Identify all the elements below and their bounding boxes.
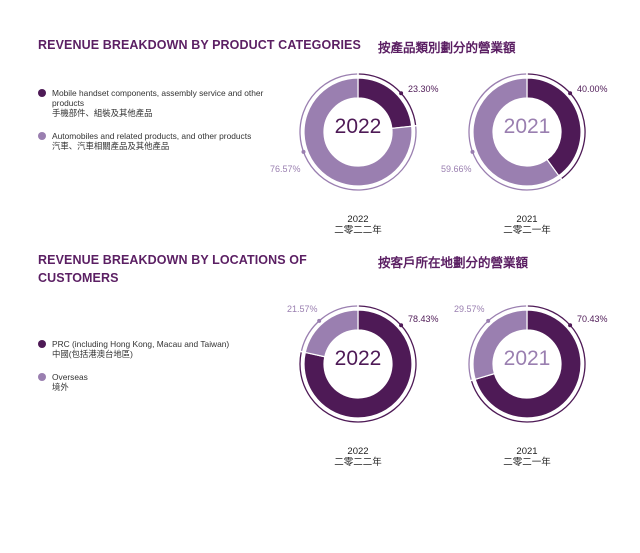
donut-chart-product-2021: 2021 [457, 62, 597, 202]
legend-item: Automobiles and related products, and ot… [38, 131, 272, 151]
legend-label-zh: 境外 [52, 382, 69, 392]
year-caption: 2022 二零二二年 [334, 214, 382, 236]
section-title-product-zh: 按產品類別劃分的營業額 [378, 41, 516, 55]
legend-product: Mobile handset components, assembly serv… [38, 88, 272, 164]
legend-swatch-light [38, 373, 46, 381]
legend-swatch-light [38, 132, 46, 140]
data-label-dark: 70.43% [577, 314, 608, 324]
donut-slice-light [472, 309, 528, 381]
label-dot-dark [568, 91, 573, 96]
legend-label-zh: 中國(包括港澳台地區) [52, 349, 133, 359]
outer-arc-light [468, 305, 527, 380]
legend-label-zh: 汽車、汽車相關產品及其他產品 [52, 141, 170, 151]
donut-slice-light [304, 309, 359, 358]
legend-swatch-dark [38, 89, 46, 97]
donut-chart-location-2021: 2021 [457, 294, 597, 434]
outer-arc-light [300, 305, 358, 351]
data-label-dark: 78.43% [408, 314, 439, 324]
outer-arc-dark [470, 305, 586, 423]
outer-arc-dark [358, 73, 417, 126]
donut-slice-light [303, 77, 413, 187]
donut-chart-location-2022: 2022 [288, 294, 428, 434]
center-label: 2022 [334, 115, 382, 138]
label-dot-dark [399, 323, 404, 328]
legend-label: Automobiles and related products, and ot… [52, 131, 252, 141]
data-label-light: 29.57% [454, 304, 485, 314]
donut-svg [468, 73, 586, 191]
section-title-location-zh: 按客戶所在地劃分的營業額 [378, 256, 529, 270]
outer-arc-light [299, 73, 417, 191]
donut-svg [468, 305, 586, 423]
legend-label: Overseas [52, 372, 88, 382]
legend-item: PRC (including Hong Kong, Macau and Taiw… [38, 339, 272, 359]
legend-item: Mobile handset components, assembly serv… [38, 88, 272, 118]
legend-item: Overseas 境外 [38, 372, 272, 392]
year-caption: 2021 二零二一年 [503, 214, 551, 236]
donut-slice-dark [474, 309, 582, 419]
center-label: 2021 [503, 347, 551, 370]
data-label-light: 21.57% [287, 304, 318, 314]
donut-chart-product-2022: 2022 [288, 62, 428, 202]
legend-swatch-dark [38, 340, 46, 348]
year-caption: 2021 二零二一年 [503, 446, 551, 468]
outer-arc-light [468, 73, 561, 191]
outer-arc-dark [527, 73, 586, 179]
label-dot-light [301, 149, 306, 154]
donut-slice-light [472, 77, 560, 187]
section-title-product: REVENUE BREAKDOWN BY PRODUCT CATEGORIES [38, 38, 361, 52]
donut-svg [299, 305, 417, 423]
label-dot-light [470, 149, 475, 154]
label-dot-light [486, 318, 491, 323]
donut-slice-dark [303, 309, 413, 419]
center-label: 2022 [334, 347, 382, 370]
label-dot-light [317, 318, 322, 323]
label-dot-dark [399, 91, 404, 96]
outer-arc-dark [299, 305, 417, 423]
data-label-dark: 23.30% [408, 84, 439, 94]
donut-slice-dark [526, 77, 582, 177]
data-label-dark: 40.00% [577, 84, 608, 94]
data-label-light: 76.57% [270, 164, 301, 174]
legend-label: PRC (including Hong Kong, Macau and Taiw… [52, 339, 230, 349]
section-title-location: REVENUE BREAKDOWN BY LOCATIONS OF CUSTOM… [38, 253, 307, 285]
legend-location: PRC (including Hong Kong, Macau and Taiw… [38, 339, 272, 405]
center-label: 2021 [503, 115, 551, 138]
data-label-light: 59.66% [441, 164, 472, 174]
label-dot-dark [568, 323, 573, 328]
year-caption: 2022 二零二二年 [334, 446, 382, 468]
legend-label: Mobile handset components, assembly serv… [52, 88, 264, 108]
legend-label-zh: 手機部件、組裝及其他產品 [52, 108, 153, 118]
donut-svg [299, 73, 417, 191]
